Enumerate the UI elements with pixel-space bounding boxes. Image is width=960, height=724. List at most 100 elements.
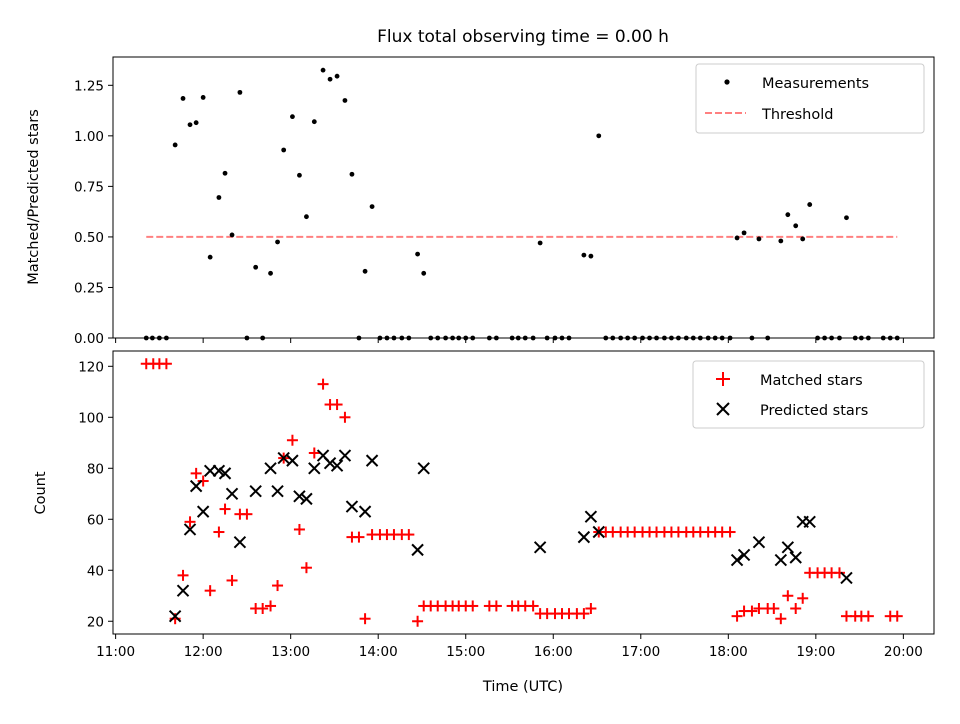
measurement-point xyxy=(887,335,893,341)
measurement-point xyxy=(384,335,390,341)
matched-star-point xyxy=(412,615,424,627)
measurement-point xyxy=(676,335,681,341)
predicted-star-point xyxy=(533,541,547,554)
measurement-point xyxy=(544,335,550,341)
predicted-star-point xyxy=(176,584,190,597)
measurement-point xyxy=(229,232,235,238)
legend-matched-label: Matched stars xyxy=(760,373,863,389)
measurement-point xyxy=(275,239,280,245)
measurement-point xyxy=(741,230,747,236)
top-ytick-label: 1.25 xyxy=(74,78,104,94)
matched-star-point xyxy=(286,434,298,446)
bottom-ytick-label: 60 xyxy=(87,512,104,528)
measurement-point xyxy=(662,335,667,341)
matched-star-point xyxy=(724,526,736,538)
top-legend-box xyxy=(695,63,925,134)
predicted-star-point xyxy=(225,487,239,500)
bottom-ytick-label: 20 xyxy=(87,614,104,630)
top-ytick-label: 0.75 xyxy=(74,179,104,195)
predicted-star-point xyxy=(196,505,210,518)
measurement-point xyxy=(216,195,222,200)
bottom-y-axis-label: Count xyxy=(33,471,49,514)
measurement-point xyxy=(640,335,645,341)
matched-star-point xyxy=(300,562,312,574)
matched-star-point xyxy=(160,358,172,370)
measurement-point xyxy=(765,335,771,341)
measurement-point xyxy=(172,142,178,148)
matched-star-point xyxy=(403,529,415,541)
measurement-point xyxy=(237,89,243,95)
bottom-legend-box xyxy=(692,360,925,429)
measurement-point xyxy=(610,335,616,341)
xtick-label: 11:00 xyxy=(96,644,135,660)
measurement-point xyxy=(515,335,521,341)
legend-measurements-label: Measurements xyxy=(762,76,869,92)
measurement-point xyxy=(815,335,820,341)
matched-star-point xyxy=(862,610,874,622)
predicted-star-point xyxy=(365,454,379,467)
measurement-point xyxy=(268,270,273,276)
top-ytick-label: 0.50 xyxy=(74,230,104,246)
predicted-star-point xyxy=(189,479,203,493)
x-axis-label: Time (UTC) xyxy=(482,679,563,695)
measurement-point xyxy=(244,335,250,341)
matched-star-point xyxy=(317,378,329,390)
measurement-point xyxy=(756,236,762,242)
measurement-point xyxy=(207,254,213,260)
top-x-ticks xyxy=(115,338,904,343)
measurement-point xyxy=(727,335,733,341)
matched-star-point xyxy=(331,399,343,411)
legend-predicted-label: Predicted stars xyxy=(760,403,868,419)
measurement-point xyxy=(443,335,449,341)
measurement-point xyxy=(222,170,228,176)
measurement-point xyxy=(349,171,355,177)
predicted-star-point xyxy=(233,536,247,549)
measurement-point xyxy=(456,335,462,341)
measurement-point xyxy=(327,76,333,82)
matched-star-point xyxy=(782,590,794,602)
measurement-point xyxy=(552,335,558,341)
measurement-point xyxy=(311,119,317,125)
bottom-legend: Matched stars Predicted stars xyxy=(692,360,925,429)
measurement-point xyxy=(858,335,864,341)
measurement-point xyxy=(149,335,155,341)
legend-threshold-label: Threshold xyxy=(761,107,833,123)
measurement-point xyxy=(253,264,259,270)
bottom-y-ticks: 20 40 60 80 100 120 xyxy=(78,359,113,630)
matched-star-point xyxy=(359,613,371,625)
top-ytick-label: 0.25 xyxy=(74,280,104,296)
measurement-point xyxy=(581,252,587,258)
measurement-point xyxy=(749,335,755,341)
measurement-point xyxy=(537,240,543,246)
matched-star-point xyxy=(257,603,269,615)
matched-star-point xyxy=(226,574,238,586)
predicted-star-point xyxy=(730,553,744,567)
measurement-point xyxy=(596,133,602,139)
measurement-point xyxy=(625,335,631,341)
top-y-axis-label: Matched/Predicted stars xyxy=(26,109,42,285)
xtick-label: 20:00 xyxy=(884,644,923,660)
measurement-point xyxy=(281,147,287,153)
top-y-ticks: 0.00 0.25 0.50 0.75 1.00 1.25 xyxy=(74,78,113,347)
predicted-star-point xyxy=(584,510,598,523)
measurement-point xyxy=(193,120,199,126)
matched-star-point xyxy=(219,503,231,515)
measurement-point xyxy=(470,335,476,341)
bottom-x-ticks: 11:00 12:00 13:00 14:00 15:00 16:00 17:00 18:00… xyxy=(96,634,923,660)
top-measurements xyxy=(143,67,900,341)
measurement-point xyxy=(156,335,162,341)
matched-star-point xyxy=(190,467,202,479)
predicted-star-point xyxy=(803,515,816,529)
matched-star-point xyxy=(177,569,189,581)
measurement-point xyxy=(290,114,295,120)
measurement-point xyxy=(559,335,565,341)
measurement-point xyxy=(894,335,900,341)
predicted-star-point xyxy=(308,462,321,475)
measurement-point xyxy=(369,204,375,209)
measurement-point xyxy=(852,335,858,341)
measurement-point xyxy=(509,335,515,341)
measurement-point xyxy=(377,335,383,341)
matched-star-point xyxy=(578,608,590,620)
predicted-star-point xyxy=(752,536,766,549)
measurement-point xyxy=(200,95,206,100)
